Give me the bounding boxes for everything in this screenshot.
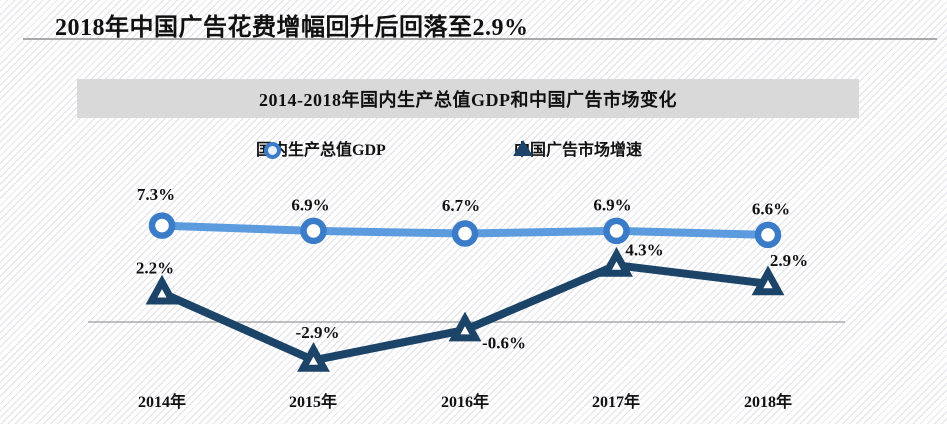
gdp-point-marker (300, 217, 327, 245)
ad-point-marker (600, 247, 633, 277)
x-axis-label-2017: 2017年 (591, 394, 640, 411)
gdp-data-label: 7.3% (137, 185, 175, 204)
ad-point-marker (145, 274, 179, 305)
x-axis-label-2016: 2016年 (440, 394, 489, 411)
ad-point-marker (751, 265, 785, 296)
ad-point-marker (297, 342, 330, 372)
legend-label-gdp: 国内生产总值GDP (256, 142, 386, 159)
ad-data-label: -2.9% (296, 323, 340, 342)
gdp-data-label: 6.7% (442, 196, 480, 215)
x-axis-label-2018: 2018年 (743, 394, 792, 411)
x-axis-label-2015: 2015年 (288, 394, 337, 411)
ad-data-label: 2.9% (770, 251, 808, 270)
gdp-point-marker (148, 212, 176, 239)
page-title: 2018年中国广告花费增幅回升后回落至2.9% (55, 15, 529, 41)
gdp-point-marker (603, 217, 630, 245)
gdp-point-marker (754, 221, 782, 249)
ad-data-label: 2.2% (136, 258, 174, 277)
ad-data-label: -0.6% (482, 333, 526, 352)
gdp-data-label: 6.6% (752, 199, 790, 218)
ad-data-label: 4.3% (625, 241, 663, 260)
chart-title-banner: 2014-2018年国内生产总值GDP和中国广告市场变化 (77, 79, 859, 118)
legend-item-ad-market: 中国广告市场增速 (504, 136, 642, 160)
x-axis: 2014年 2015年 2016年 2017年 2018年 (0, 388, 947, 411)
x-axis-label-2014: 2014年 (137, 394, 186, 411)
title-underline (23, 38, 937, 40)
gdp-point-marker (451, 220, 479, 247)
legend-item-gdp: 国内生产总值GDP (250, 136, 386, 160)
ad-point-marker (448, 311, 482, 342)
legend-label-ad-market: 中国广告市场增速 (514, 142, 643, 159)
gdp-data-label: 6.9% (593, 195, 631, 214)
gdp-data-label: 6.9% (291, 195, 329, 214)
chart-legend: 国内生产总值GDP 中国广告市场增速 (0, 136, 947, 160)
